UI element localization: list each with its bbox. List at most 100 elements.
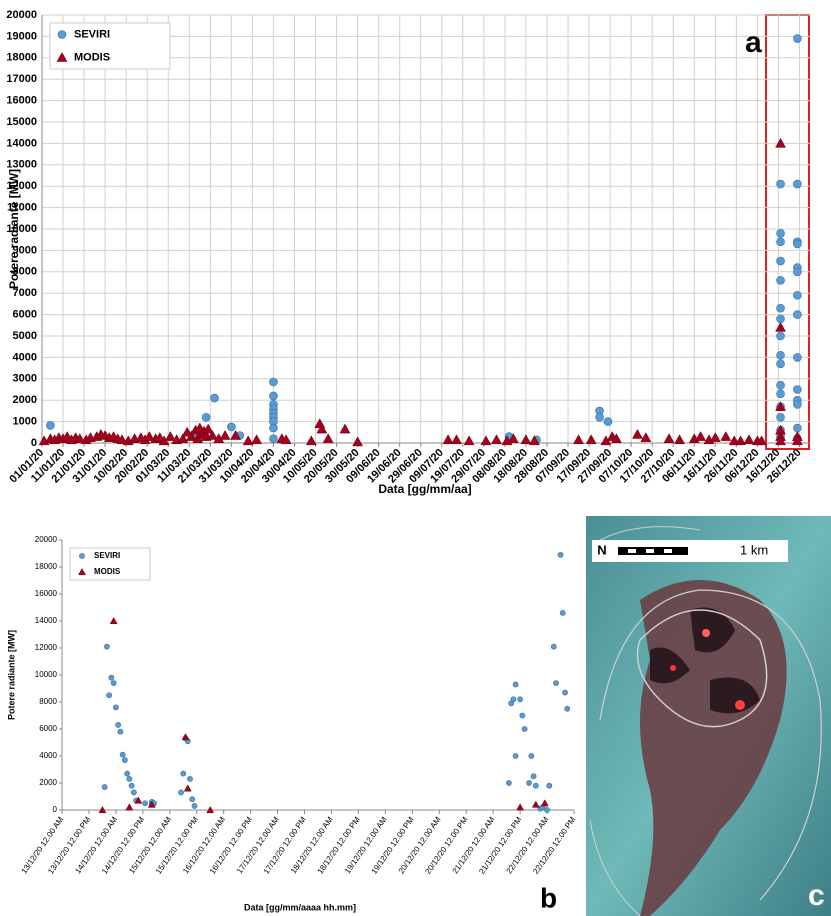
y-tick-label: 14000 xyxy=(6,137,37,149)
data-point xyxy=(776,322,786,331)
data-point xyxy=(102,784,107,789)
data-point xyxy=(127,776,132,781)
data-point xyxy=(107,693,112,698)
data-point xyxy=(777,229,785,237)
data-point xyxy=(269,378,277,386)
satellite-image: N 1 km c xyxy=(586,516,831,916)
data-point xyxy=(664,434,674,443)
y-tick-label: 13000 xyxy=(6,159,37,171)
data-point xyxy=(192,803,197,808)
y-axis-label: Potere radiante [MW] xyxy=(7,169,21,289)
data-point xyxy=(604,418,612,426)
data-point xyxy=(777,276,785,284)
data-point xyxy=(46,421,54,429)
data-point xyxy=(116,722,121,727)
data-point xyxy=(511,697,516,702)
y-tick-label: 12000 xyxy=(35,643,58,652)
data-point xyxy=(641,433,651,442)
data-point xyxy=(721,432,731,441)
data-point xyxy=(793,424,801,432)
data-point xyxy=(777,257,785,265)
panel-label: b xyxy=(540,882,557,913)
data-point xyxy=(323,434,333,443)
data-point xyxy=(506,780,511,785)
data-point xyxy=(122,757,127,762)
data-point xyxy=(131,790,136,795)
data-point xyxy=(777,413,785,421)
data-point xyxy=(551,644,556,649)
data-point xyxy=(777,390,785,398)
data-point xyxy=(142,801,147,806)
data-point xyxy=(541,800,548,806)
data-point xyxy=(520,713,525,718)
y-tick-label: 1000 xyxy=(13,416,37,428)
data-point xyxy=(202,413,210,421)
data-point xyxy=(513,682,518,687)
data-point xyxy=(178,790,183,795)
data-point xyxy=(306,436,316,445)
hot-spot xyxy=(670,665,676,671)
data-point xyxy=(793,240,801,248)
hot-spot xyxy=(735,700,745,710)
panel-label: a xyxy=(745,26,762,59)
data-point xyxy=(544,807,549,812)
scale-bar xyxy=(664,549,672,553)
data-point xyxy=(126,804,133,810)
data-point xyxy=(227,423,235,431)
chart: 0100020003000400050006000700080009000100… xyxy=(6,9,810,496)
north-label: N xyxy=(597,542,606,557)
data-point xyxy=(793,35,801,43)
data-point xyxy=(793,353,801,361)
data-point xyxy=(533,783,538,788)
data-point xyxy=(744,435,754,444)
data-point xyxy=(777,351,785,359)
data-point xyxy=(129,783,134,788)
y-tick-label: 2000 xyxy=(39,778,57,787)
data-point xyxy=(211,394,219,402)
legend-label: SEVIRI xyxy=(94,551,120,560)
data-point xyxy=(596,413,604,421)
data-point xyxy=(491,435,501,444)
data-point xyxy=(793,386,801,394)
y-tick-label: 6000 xyxy=(13,309,37,321)
data-point xyxy=(521,435,531,444)
legend-label: MODIS xyxy=(74,51,110,63)
y-tick-label: 6000 xyxy=(39,724,57,733)
data-point xyxy=(793,180,801,188)
x-axis-label: Data [gg/mm/aaaa hh.mm] xyxy=(244,902,356,912)
data-point xyxy=(547,783,552,788)
scale-bar xyxy=(628,549,636,553)
data-point xyxy=(696,432,706,441)
data-point xyxy=(109,675,114,680)
data-point xyxy=(675,435,685,444)
highlight-box xyxy=(766,15,809,449)
data-point xyxy=(120,752,125,757)
data-point xyxy=(777,180,785,188)
data-point xyxy=(181,771,186,776)
y-tick-label: 20000 xyxy=(6,9,37,21)
data-point xyxy=(269,392,277,400)
data-point xyxy=(452,435,462,444)
scale-label: 1 km xyxy=(740,542,768,557)
data-point xyxy=(793,400,801,408)
data-point xyxy=(353,437,363,446)
chart: 0200040006000800010000120001400016000180… xyxy=(6,535,577,913)
data-point xyxy=(553,681,558,686)
data-point xyxy=(777,381,785,389)
data-point xyxy=(481,436,491,445)
data-point xyxy=(113,705,118,710)
y-tick-label: 16000 xyxy=(6,95,37,107)
data-point xyxy=(777,238,785,246)
data-point xyxy=(793,268,801,276)
data-point xyxy=(777,360,785,368)
data-point xyxy=(187,776,192,781)
y-tick-label: 10000 xyxy=(35,670,58,679)
legend-marker xyxy=(79,553,84,558)
panel-label: c xyxy=(808,879,825,912)
data-point xyxy=(565,706,570,711)
x-axis-label: Data [gg/mm/aa] xyxy=(378,482,471,496)
data-point xyxy=(777,304,785,312)
y-tick-label: 0 xyxy=(53,805,58,814)
hot-spot xyxy=(702,629,710,637)
y-tick-label: 8000 xyxy=(39,697,57,706)
